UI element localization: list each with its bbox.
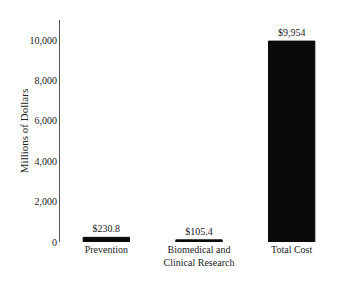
svg-text:2,000: 2,000 (35, 196, 58, 207)
svg-text:Millions of Dollars: Millions of Dollars (18, 89, 30, 173)
svg-text:10,000: 10,000 (30, 35, 58, 46)
svg-text:$230.8: $230.8 (93, 223, 121, 234)
svg-text:0: 0 (52, 237, 57, 248)
svg-text:6,000: 6,000 (35, 115, 58, 126)
svg-text:$9,954: $9,954 (278, 27, 306, 38)
svg-text:8,000: 8,000 (35, 75, 58, 86)
svg-text:4,000: 4,000 (35, 156, 58, 167)
svg-text:Total Cost: Total Cost (271, 244, 312, 255)
svg-text:Biomedical andClinical Researc: Biomedical andClinical Research (164, 244, 235, 268)
svg-text:Prevention: Prevention (85, 244, 128, 255)
svg-text:$105.4: $105.4 (185, 226, 213, 237)
